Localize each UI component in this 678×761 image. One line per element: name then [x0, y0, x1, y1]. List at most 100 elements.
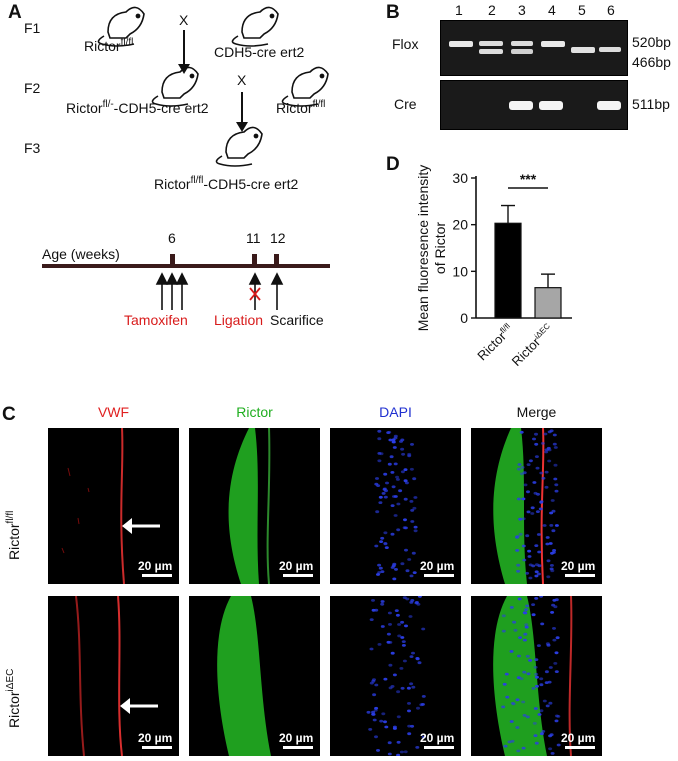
mouse-label-f3: Rictorfl/fl-CDH5-cre ert2 [154, 175, 299, 193]
x-tick-label: RictoriΔEC [509, 321, 557, 369]
tick-11: 11 [246, 230, 261, 246]
header-text: Rictor [236, 404, 273, 420]
scale-bar [283, 574, 313, 577]
scale-label: 20 µm [279, 559, 314, 573]
tick-6: 6 [168, 230, 176, 246]
mouse-icon [231, 6, 279, 47]
label-sup: fl/fl [5, 510, 16, 524]
scale-label: 20 µm [420, 559, 455, 573]
y-tick-label: 10 [452, 263, 468, 279]
cross-symbol-f1: X [179, 12, 189, 28]
scale-bar [565, 746, 595, 749]
gel-flox [440, 20, 628, 76]
scale-bar [283, 746, 313, 749]
bp-466: 466bp [632, 54, 671, 70]
mouse-icon [97, 6, 145, 47]
scale-bar [142, 746, 172, 749]
label-base: Rictor [276, 100, 313, 116]
y-tick-label: 20 [452, 217, 468, 233]
scale-bar [424, 746, 454, 749]
micrograph-dapi-iec: 20 µm [330, 596, 461, 756]
column-header-dapi: DAPI [330, 404, 461, 420]
label-sup: iΔEC [5, 668, 16, 692]
column-header-merge: Merge [471, 404, 602, 420]
mouse-icon [151, 66, 199, 107]
scale-label: 20 µm [561, 731, 596, 745]
micrograph-rictor-iec: 20 µm [189, 596, 320, 756]
lane-2: 2 [488, 2, 496, 18]
scale-label: 20 µm [138, 559, 173, 573]
lane-1: 1 [455, 2, 463, 18]
scale-label: 20 µm [420, 731, 455, 745]
label-base: Rictor [84, 38, 121, 54]
lane-6: 6 [607, 2, 615, 18]
mouse-icon [215, 126, 263, 167]
column-header-vwf: VWF [48, 404, 179, 420]
label-sup: fl/fl [190, 175, 204, 186]
scale-bar [424, 574, 454, 577]
column-header-rictor: Rictor [189, 404, 320, 420]
ligation-x-icon [249, 287, 261, 301]
label-sup: fl/fl [120, 37, 134, 48]
y-tick-label: 0 [460, 310, 468, 326]
cross-symbol-f2: X [237, 72, 247, 88]
gen-label-f2: F2 [24, 80, 41, 96]
header-text: DAPI [379, 404, 412, 420]
scale-label: 20 µm [561, 559, 596, 573]
cre-label: Cre [394, 96, 417, 112]
micrograph-vwf-flfl: 20 µm [48, 428, 179, 584]
header-text: VWF [97, 404, 130, 420]
label-base: Rictor [66, 100, 103, 116]
micrograph-dapi-flfl: 20 µm [330, 428, 461, 584]
header-text: Merge [516, 404, 557, 420]
label-post: -CDH5-cre ert2 [203, 176, 299, 192]
gen-label-f1: F1 [24, 20, 41, 36]
label-sup: fl/- [102, 99, 114, 110]
scarifice-label: Scarifice [270, 312, 324, 328]
lane-4: 4 [548, 2, 556, 18]
scale-label: 20 µm [138, 731, 173, 745]
bar [494, 222, 522, 319]
label-base: Rictor [6, 523, 22, 560]
micrograph-merge-iec: 20 µm [471, 596, 602, 756]
lane-3: 3 [518, 2, 526, 18]
timeline-label: Age (weeks) [42, 246, 120, 262]
row-label-iec: RictoriΔEC [5, 668, 22, 728]
flox-label: Flox [392, 36, 419, 52]
label-base: Rictor [154, 176, 191, 192]
bar [534, 287, 562, 319]
scale-bar [142, 574, 172, 577]
bp-520: 520bp [632, 34, 671, 50]
mouse-label-f1-left: Rictorfl/fl [84, 37, 134, 55]
panel-c-letter: C [2, 404, 16, 425]
ligation-label: Ligation [214, 312, 264, 328]
label-base: Rictor [6, 691, 22, 728]
bp-511: 511bp [632, 96, 670, 112]
panel-a-letter: A [8, 2, 22, 23]
breeding-diagram [97, 6, 329, 167]
mouse-label-f2-right: Rictorfl/fl [276, 99, 326, 117]
y-axis-label: Mean fluoresence intensityof Rictor [415, 165, 448, 332]
micrograph-vwf-iec: 20 µm [48, 596, 179, 756]
micrograph-rictor-flfl: 20 µm [189, 428, 320, 584]
micrograph-merge-flfl: 20 µm [471, 428, 602, 584]
gen-label-f3: F3 [24, 140, 41, 156]
mouse-icon [281, 66, 329, 107]
panel-b-letter: B [386, 2, 400, 23]
gel-cre [440, 80, 628, 130]
panel-d-letter: D [386, 154, 400, 175]
label-post: -CDH5-cre ert2 [113, 100, 209, 116]
y-tick-label: 30 [452, 170, 468, 186]
mouse-label-f2-left: Rictorfl/--CDH5-cre ert2 [66, 99, 209, 117]
scale-bar [565, 574, 595, 577]
label-sup: fl/fl [312, 99, 326, 110]
lane-5: 5 [578, 2, 586, 18]
tamoxifen-label: Tamoxifen [124, 312, 188, 328]
significance-label: *** [520, 171, 537, 187]
row-label-flfl: Rictorfl/fl [5, 510, 22, 560]
timeline [42, 254, 330, 310]
mouse-label-f1-right: CDH5-cre ert2 [214, 44, 305, 60]
tick-12: 12 [270, 230, 286, 246]
